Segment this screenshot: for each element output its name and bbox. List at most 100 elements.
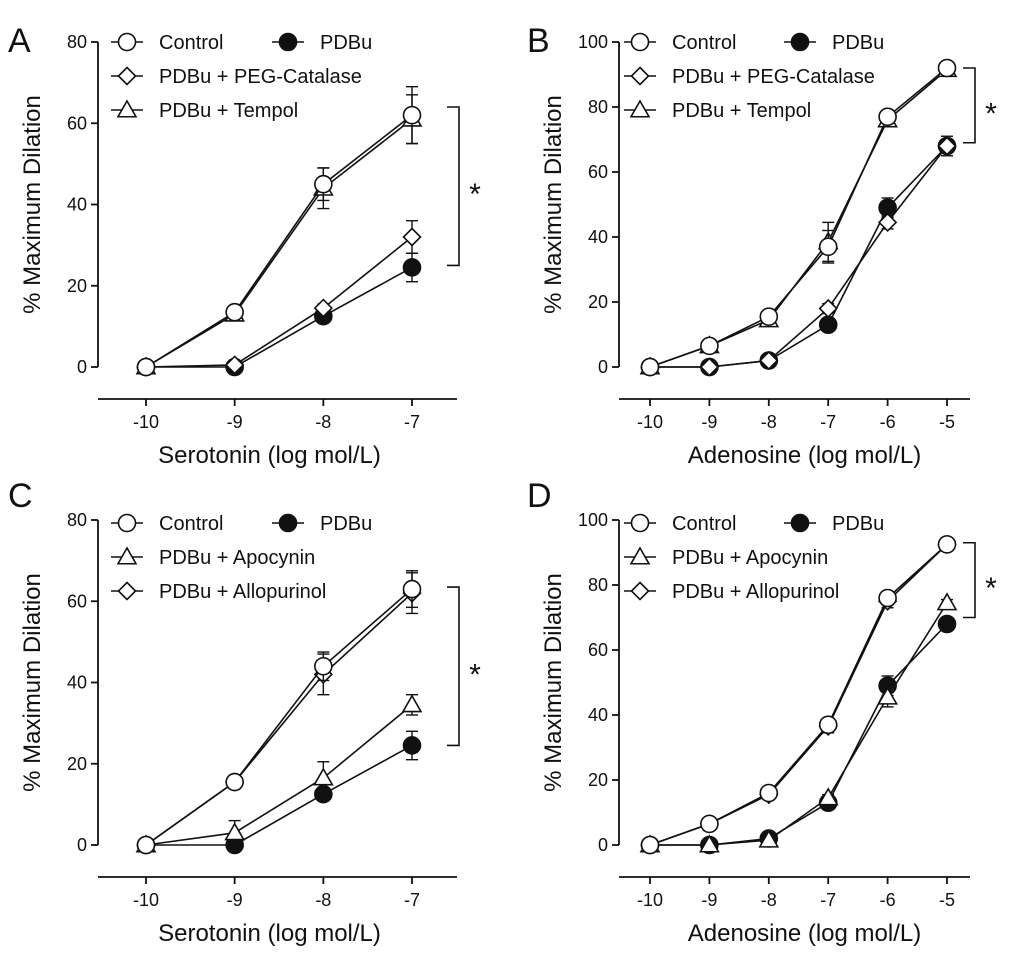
legend-entry: PDBu	[320, 32, 372, 54]
y-tick-label: 100	[578, 32, 608, 52]
data-point	[937, 58, 957, 78]
x-tick-label: -10	[637, 412, 663, 432]
series-line	[145, 592, 413, 846]
legend-marker	[116, 99, 138, 118]
legend-marker	[278, 32, 298, 52]
legend-entry: PDBu + Tempol	[672, 100, 811, 122]
x-tick-label: -7	[820, 890, 836, 910]
y-tick-label: 0	[598, 357, 608, 377]
legend: Control PDBu PDBu + PEG-Catalase PDBu + Tem…	[624, 32, 884, 122]
x-tick-label: -7	[820, 412, 836, 432]
series-line	[650, 623, 948, 846]
significance-bracket	[447, 586, 460, 747]
series-pdbu-apocynin	[639, 592, 958, 853]
series-line	[146, 744, 413, 846]
data-point	[700, 336, 719, 356]
x-tick-label: -8	[761, 412, 777, 432]
x-tick-label: -10	[637, 890, 663, 910]
series-line	[649, 543, 948, 846]
data-point	[699, 357, 720, 377]
data-point	[699, 834, 720, 853]
y-tick-label: 60	[588, 162, 608, 182]
series-control	[136, 570, 422, 855]
data-point	[759, 350, 779, 371]
y-tick-label: 20	[588, 292, 608, 312]
data-point	[817, 787, 839, 806]
x-axis-label: Adenosine (log mol/L)	[688, 920, 921, 947]
significance-star: *	[985, 97, 997, 130]
series-control	[136, 85, 422, 377]
y-tick-label: 80	[588, 97, 608, 117]
series-pdbu-tempol	[135, 94, 423, 375]
data-point	[877, 212, 898, 233]
x-tick-label: -10	[133, 412, 159, 432]
legend-entry: PDBu + Allopurinol	[159, 581, 326, 603]
data-point	[640, 835, 660, 855]
legend-marker	[630, 32, 650, 52]
series-pdbu	[640, 614, 957, 855]
y-tick-label: 0	[77, 357, 87, 377]
x-tick-label: -8	[315, 412, 331, 432]
data-point	[314, 174, 333, 194]
data-point	[402, 579, 422, 599]
series-pdbu	[136, 730, 422, 855]
x-axis-label: Serotonin (log mol/L)	[158, 920, 381, 947]
panel-letter: B	[527, 22, 550, 60]
data-point	[936, 592, 958, 611]
y-tick-label: 80	[67, 32, 87, 52]
legend-entry: PDBu	[832, 513, 884, 535]
data-point	[818, 715, 838, 735]
legend-marker	[630, 581, 650, 601]
series-pdbu-peg-catalase	[136, 220, 422, 377]
panel-letter: D	[527, 477, 552, 515]
series-control	[640, 58, 957, 377]
x-tick-label: -10	[133, 890, 159, 910]
legend-entry: PDBu + Tempol	[159, 100, 298, 122]
y-tick-label: 40	[67, 673, 87, 693]
y-tick-label: 80	[67, 510, 87, 530]
legend-marker	[630, 66, 650, 86]
legend-entry: Control	[159, 32, 223, 54]
data-point	[818, 237, 838, 257]
x-tick-label: -9	[227, 412, 243, 432]
y-tick-label: 60	[588, 640, 608, 660]
legend-entry: PDBu + Apocynin	[159, 547, 315, 569]
significance-bracket	[963, 67, 976, 144]
data-point	[818, 315, 838, 335]
data-point	[136, 835, 156, 855]
series-line	[145, 118, 413, 368]
series-pdbu-apocynin	[135, 693, 423, 853]
series-line	[145, 236, 413, 368]
y-axis-label: % Maximum Dilation	[19, 95, 46, 314]
significance-star: *	[469, 178, 481, 211]
data-point	[878, 588, 897, 608]
panel-b: B 0 20 40 60 80 100 -10 -9 -8 -7 -6 -5 Adenosine (log…	[527, 22, 997, 469]
x-axis-label: Serotonin (log mol/L)	[158, 442, 381, 469]
y-tick-label: 40	[588, 705, 608, 725]
legend-entry: Control	[672, 513, 736, 535]
x-tick-label: -5	[939, 412, 955, 432]
panel-c: C 0 20 40 60 80 -10 -9 -8 -7 Serotonin (log mol/L)…	[8, 477, 481, 947]
data-point	[937, 136, 957, 156]
legend-entry: PDBu	[320, 513, 372, 535]
significance-star: *	[469, 658, 481, 691]
y-tick-label: 100	[578, 510, 608, 530]
y-tick-label: 20	[67, 754, 87, 774]
data-point	[818, 298, 838, 319]
y-tick-label: 40	[67, 195, 87, 215]
y-tick-label: 20	[67, 276, 87, 296]
data-point	[759, 307, 779, 326]
panel-d: D 0 20 40 60 80 100 -10 -9 -8 -7 -6 -5 Adenosine (log…	[527, 477, 997, 947]
y-tick-label: 80	[588, 575, 608, 595]
x-axis-label: Adenosine (log mol/L)	[688, 442, 921, 469]
y-tick-label: 60	[67, 591, 87, 611]
data-point	[758, 829, 780, 848]
series-pdbu	[640, 135, 957, 377]
data-point	[877, 686, 898, 705]
legend-marker	[117, 66, 137, 86]
y-axis-label: % Maximum Dilation	[540, 95, 567, 314]
legend-marker	[790, 513, 810, 533]
legend-marker	[278, 513, 298, 533]
legend-entry: PDBu + Apocynin	[672, 547, 828, 569]
series-line	[650, 145, 948, 368]
